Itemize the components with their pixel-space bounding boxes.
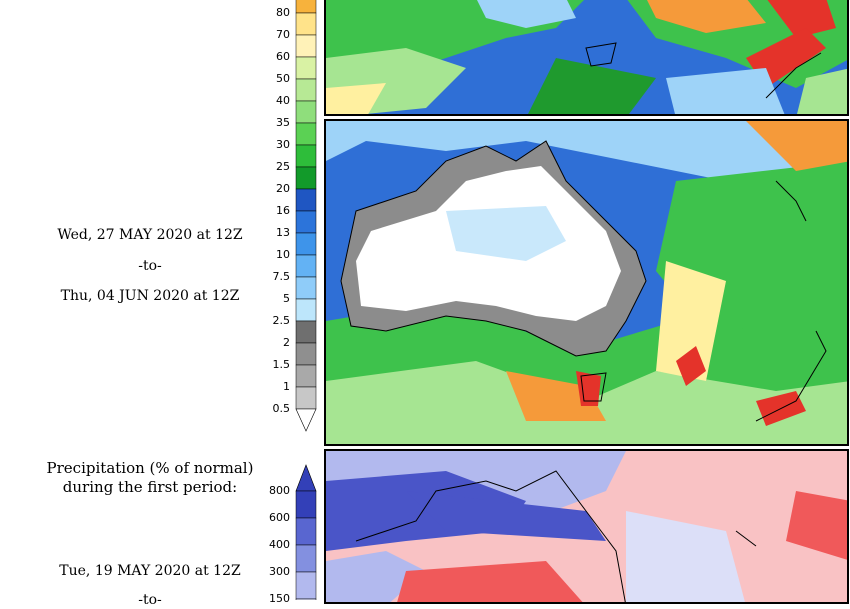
pct-scale-tick: 400 bbox=[269, 538, 290, 551]
precip-scale-tick: 0.5 bbox=[272, 402, 291, 415]
precip-scale-swatch bbox=[295, 78, 317, 102]
period2-start-date: Wed, 27 MAY 2020 at 12Z bbox=[57, 227, 243, 243]
map-panel-top bbox=[324, 0, 849, 116]
pct-title-line2: during the first period: bbox=[62, 478, 238, 496]
precip-scale-swatch bbox=[295, 342, 317, 366]
period2-end-date: Thu, 04 JUN 2020 at 12Z bbox=[60, 288, 240, 304]
precip-scale-tick: 30 bbox=[276, 138, 290, 151]
precip-scale-tick: 16 bbox=[276, 204, 290, 217]
period2-to: -to- bbox=[138, 258, 162, 274]
precip-scale-arrow bbox=[295, 408, 317, 432]
period1-start-date: Tue, 19 MAY 2020 at 12Z bbox=[59, 563, 241, 579]
precip-scale-tick: 70 bbox=[276, 28, 290, 41]
precip-scale-tick: 40 bbox=[276, 94, 290, 107]
precip-scale-swatch bbox=[295, 12, 317, 36]
precip-scale-tick: 35 bbox=[276, 116, 290, 129]
precip-scale-tick: 10 bbox=[276, 248, 290, 261]
precip-scale-swatch bbox=[295, 100, 317, 124]
pct-scale-tick: 300 bbox=[269, 565, 290, 578]
precip-scale-tick: 13 bbox=[276, 226, 290, 239]
precip-scale-tick: 50 bbox=[276, 72, 290, 85]
pct-scale-tick: 800 bbox=[269, 484, 290, 497]
precip-scale-tick: 25 bbox=[276, 160, 290, 173]
precip-scale-swatch bbox=[295, 386, 317, 410]
map-panel-forecast bbox=[324, 119, 849, 446]
precip-scale-swatch bbox=[295, 34, 317, 58]
pct-scale-tick: 600 bbox=[269, 511, 290, 524]
pct-scale-tick: 150 bbox=[269, 592, 290, 605]
precip-scale-tick: 20 bbox=[276, 182, 290, 195]
precip-scale-tick: 7.5 bbox=[272, 270, 291, 283]
precip-scale-tick: 80 bbox=[276, 6, 290, 19]
precip-scale-swatch bbox=[295, 364, 317, 388]
precip-scale-tick: 1.5 bbox=[272, 358, 291, 371]
precip-scale-swatch bbox=[295, 0, 317, 14]
precip-scale-swatch bbox=[295, 144, 317, 168]
precip-scale-swatch bbox=[295, 166, 317, 190]
precip-scale-tick: 2.5 bbox=[272, 314, 291, 327]
precip-scale-tick: 1 bbox=[283, 380, 290, 393]
precip-scale-swatch bbox=[295, 320, 317, 344]
precip-scale-tick: 5 bbox=[283, 292, 290, 305]
precip-scale-swatch bbox=[295, 56, 317, 80]
precip-scale-swatch bbox=[295, 122, 317, 146]
map-panel-percent-normal bbox=[324, 449, 849, 604]
precip-scale-swatch bbox=[295, 188, 317, 212]
precip-scale-tick: 60 bbox=[276, 50, 290, 63]
pct-scale-swatch bbox=[295, 517, 317, 546]
precip-color-scale bbox=[295, 0, 317, 600]
precip-scale-tick: 2 bbox=[283, 336, 290, 349]
pct-title-line1: Precipitation (% of normal) bbox=[46, 459, 254, 477]
